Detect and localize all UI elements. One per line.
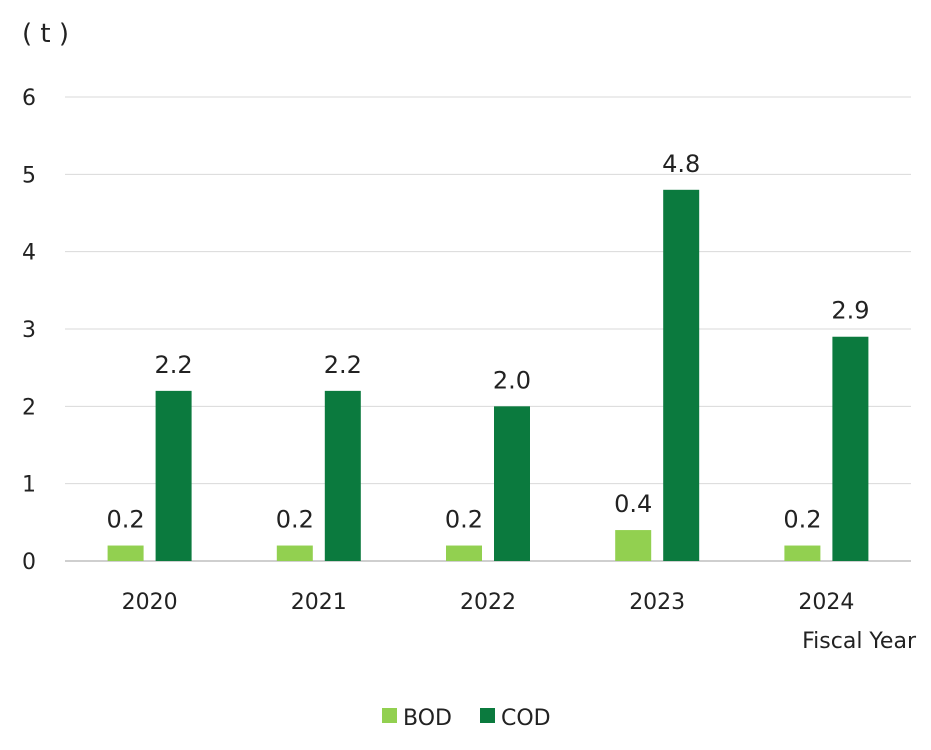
bar-cod-2022 [494,406,530,561]
gridlines [65,96,911,562]
data-labels: 0.2 2.2 0.2 2.2 0.2 2.0 0.4 4.8 0.2 2.9 [107,150,870,534]
x-axis-title: Fiscal Year [802,629,917,654]
x-tick-label: 2020 [122,590,178,615]
bar-cod-2023 [663,189,700,562]
bar-bod-2020 [107,545,144,561]
bar-bod-2022 [446,545,482,561]
data-label-cod-2024: 2.9 [831,297,869,325]
y-tick-label: 0 [22,550,36,575]
data-label-cod-2020: 2.2 [155,351,193,379]
y-tick-label: 4 [22,241,36,266]
bars [107,189,869,562]
bar-cod-2021 [324,390,361,561]
x-tick-label: 2024 [798,590,854,615]
y-tick-label: 1 [22,473,36,498]
legend-swatch-cod [480,708,495,723]
data-label-cod-2021: 2.2 [324,351,362,379]
data-label-bod-2024: 0.2 [783,506,821,534]
data-label-bod-2023: 0.4 [614,490,652,518]
y-tick-label: 5 [22,163,36,188]
x-tick-label: 2022 [460,590,516,615]
bar-cod-2024 [832,336,869,561]
y-tick-label: 2 [22,395,36,420]
legend: BOD COD [382,706,551,731]
data-label-bod-2021: 0.2 [276,506,314,534]
data-label-cod-2023: 4.8 [662,150,700,178]
y-tick-label: 6 [22,86,36,111]
legend-label-bod: BOD [403,706,452,731]
x-axis-ticks: 2020 2021 2022 2023 2024 [122,590,855,615]
y-axis-ticks: 0 1 2 3 4 5 6 [22,86,36,575]
bar-bod-2024 [784,545,821,561]
data-label-bod-2020: 0.2 [107,506,145,534]
legend-swatch-bod [382,708,397,723]
bar-bod-2023 [615,530,652,561]
data-label-bod-2022: 0.2 [445,506,483,534]
y-tick-label: 3 [22,318,36,343]
legend-label-cod: COD [501,706,551,731]
data-label-cod-2022: 2.0 [493,366,531,394]
y-unit-label: ( t ) [22,19,69,49]
bar-cod-2020 [155,390,192,561]
x-tick-label: 2023 [629,590,685,615]
x-tick-label: 2021 [291,590,347,615]
bar-bod-2021 [276,545,313,561]
